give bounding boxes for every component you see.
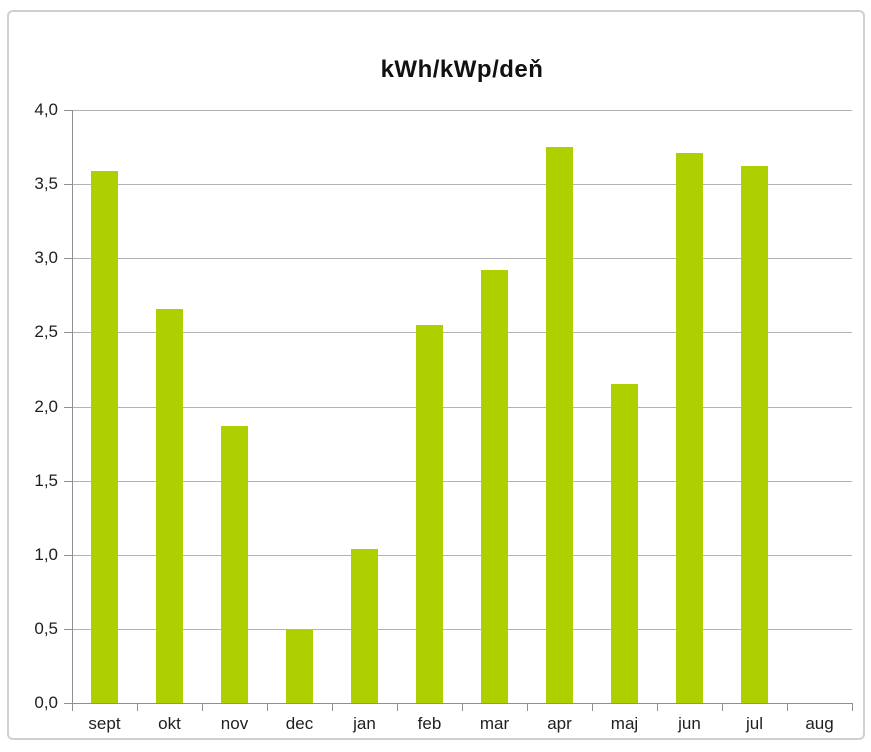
chart-title: kWh/kWp/deň bbox=[380, 56, 544, 83]
chart-frame bbox=[7, 10, 865, 740]
